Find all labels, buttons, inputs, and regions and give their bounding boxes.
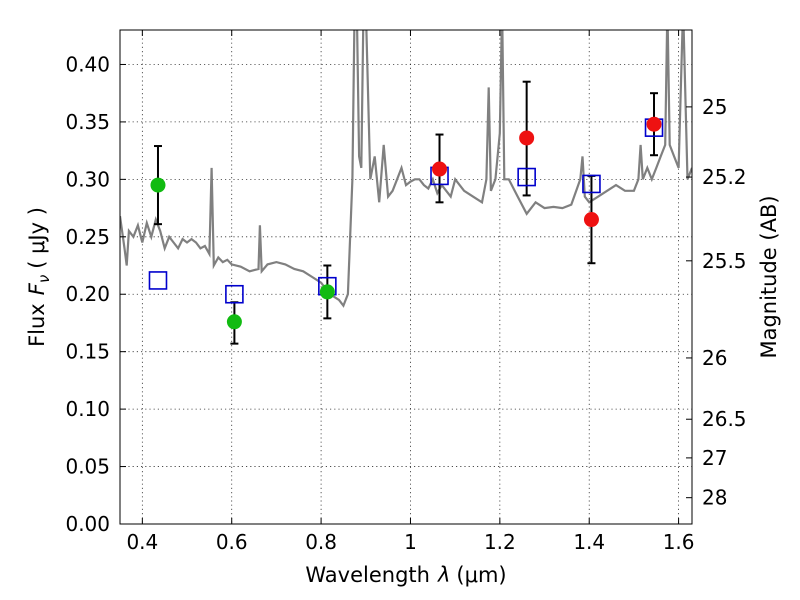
x-tick-label: 0.4 [126,530,158,554]
y2-tick-label: 25.5 [702,249,747,273]
red-data-point [432,161,448,177]
y-tick-label: 0.40 [65,52,110,76]
y-tick-label: 0.35 [65,110,110,134]
y-tick-label: 0.25 [65,225,110,249]
model-square-point [148,271,168,290]
y2-tick-label: 26 [702,346,727,370]
grid [120,30,692,525]
y2-tick-label: 28 [702,486,727,510]
y2-tick-label: 26.5 [702,407,747,431]
y-tick-label: 0.00 [65,512,110,536]
green-data-point [319,284,335,300]
x-tick-label: 1.4 [573,530,605,554]
green-data-point [150,177,166,193]
red-data-point [646,116,662,132]
green-data-point [226,314,242,330]
y2-tick-label: 27 [702,446,727,470]
y2-tick-label: 25 [702,95,727,119]
x-axis-label: Wavelength λ (μm) [305,563,506,587]
data-points [148,80,664,345]
x-tick-label: 0.8 [305,530,337,554]
y-tick-label: 0.20 [65,282,110,306]
y2-tick-label: 25.2 [702,165,747,189]
spectrum-line [120,30,692,308]
x-axis-ticks: 0.4 0.6 0.8 1 1.2 1.4 1.6 [126,30,695,554]
y2-axis-label: Magnitude (AB) [757,195,781,358]
y-axis-label: FluxFν( μJy ) [25,207,53,347]
model-square-point [582,174,601,194]
model-square-point [517,167,536,187]
x-tick-label: 0.6 [216,530,248,554]
red-data-point [519,130,535,146]
y-tick-label: 0.05 [65,455,110,479]
y-tick-label: 0.30 [65,167,110,191]
model-square-point [225,284,244,304]
x-tick-label: 1 [404,530,417,554]
x-tick-label: 1.2 [484,530,516,554]
y-axis-ticks: 0.00 0.05 0.10 0.15 0.20 0.25 0.30 0.35 0.40 [65,52,126,536]
plot-frame [119,29,693,525]
y-tick-label: 0.15 [65,340,110,364]
red-data-point [583,212,599,228]
y-tick-label: 0.10 [65,397,110,421]
y2-axis-ticks: 25 25.2 25.5 26 26.5 27 28 [686,95,747,510]
x-tick-label: 1.6 [663,530,695,554]
